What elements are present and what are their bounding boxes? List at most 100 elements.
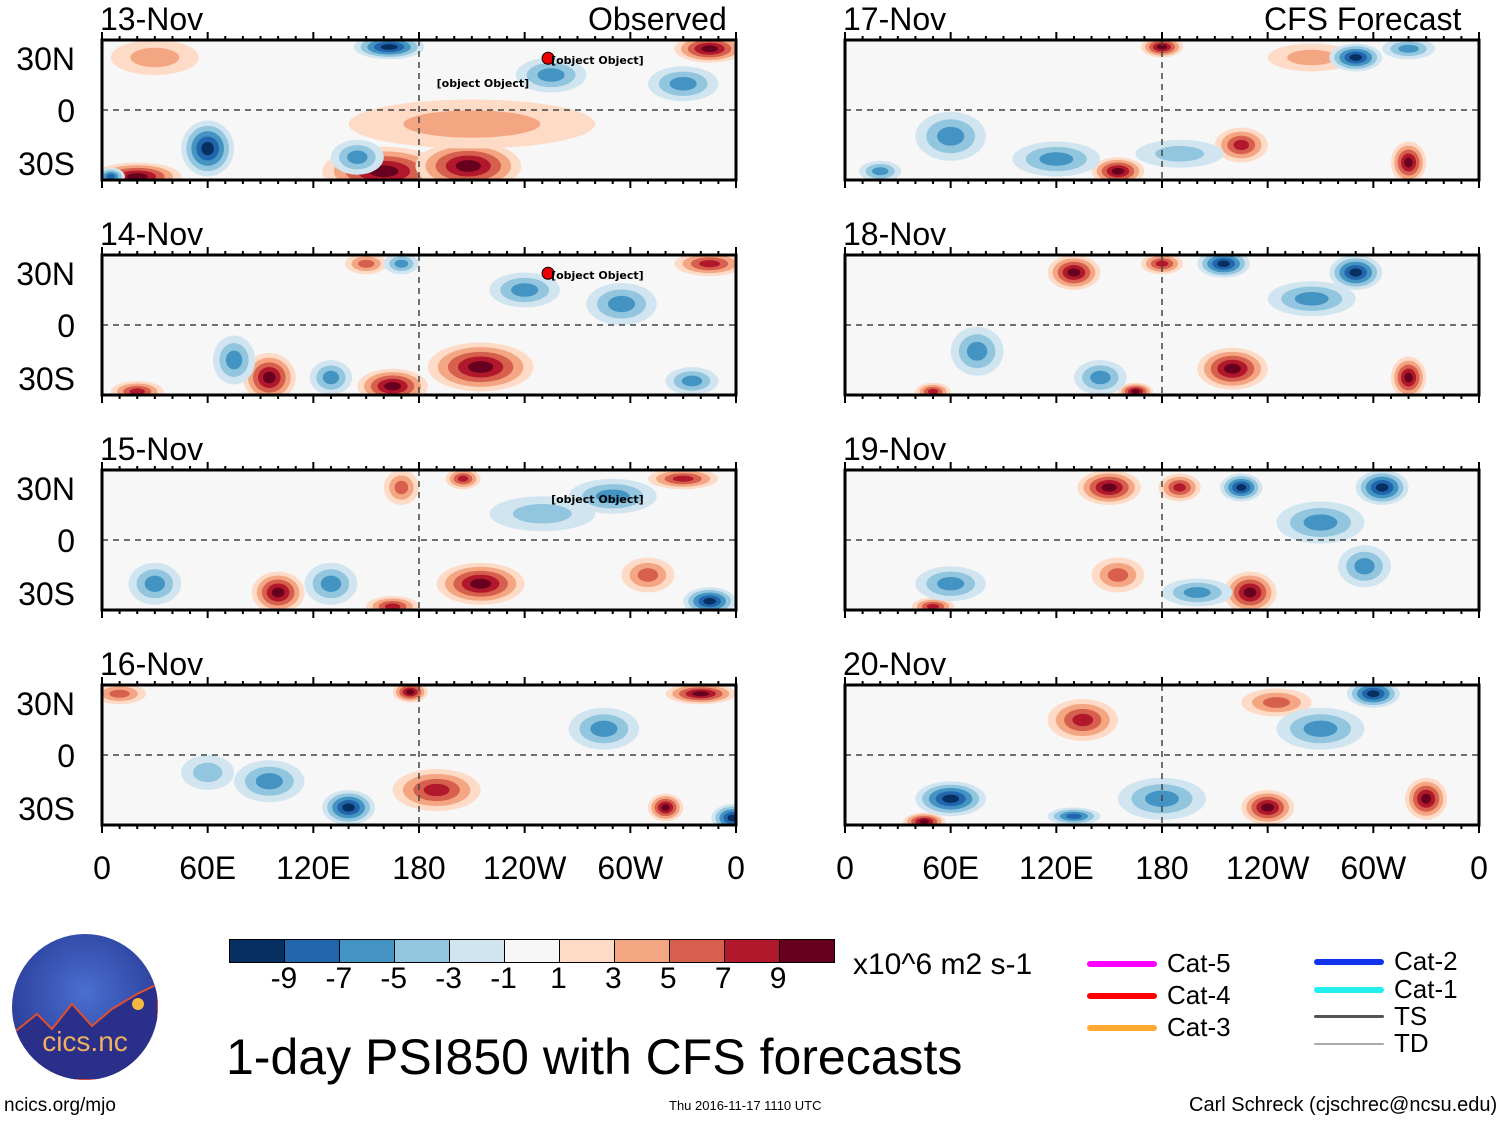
psi-contour-negative--9 <box>727 814 736 822</box>
psi-contour-negative--7 <box>607 295 636 313</box>
legend-item-cat-2: Cat-2 <box>1314 946 1458 977</box>
psi-contour-positive-5 <box>394 480 409 495</box>
x-tick-label: 0 <box>93 850 111 886</box>
colorbar-swatch <box>780 940 834 962</box>
colorbar-label: -1 <box>490 962 517 995</box>
map-panel-18-Nov <box>843 247 1481 403</box>
psi-contour-negative--5 <box>1155 145 1205 162</box>
psi-contour-negative--7 <box>1183 587 1211 598</box>
map-panel-15-Nov <box>100 462 738 618</box>
psi-contour-negative--7 <box>669 77 697 91</box>
colorbar-swatch <box>285 940 340 962</box>
colorbar-label: -3 <box>435 962 462 995</box>
psi-contour-positive-7 <box>1072 713 1094 727</box>
legend-line-icon <box>1314 1042 1384 1045</box>
footer-timestamp: Thu 2016-11-17 1110 UTC <box>669 1098 822 1113</box>
psi-contour-negative--7 <box>595 489 630 503</box>
psi-contour-positive-5 <box>1107 568 1129 582</box>
y-tick-label: 0 <box>57 738 75 774</box>
colorbar-swatch <box>670 940 725 962</box>
colorbar-swatch <box>560 940 615 962</box>
x-tick-label: 60W <box>1340 850 1407 886</box>
psi-contour-negative--9 <box>1375 483 1389 492</box>
colorbar-label: 7 <box>714 962 732 995</box>
psi-contour-negative--7 <box>1354 558 1375 575</box>
colorbar-label: 5 <box>659 962 677 995</box>
psi-contour-positive-9 <box>455 160 481 172</box>
psi-contour-negative--9 <box>1367 690 1380 698</box>
colorbar-label: -7 <box>325 962 353 995</box>
psi-contour-positive-9 <box>406 689 415 695</box>
psi-contour-negative--7 <box>937 577 965 591</box>
legend-label: Cat-3 <box>1167 1012 1231 1042</box>
psi-contour-negative--9 <box>1217 260 1230 268</box>
psi-contour-negative--7 <box>320 575 342 592</box>
psi-contour-positive-5 <box>1262 697 1291 708</box>
psi-contour-negative--7 <box>590 720 618 737</box>
x-tick-label: 60E <box>179 850 237 886</box>
storm-label: [object Object] <box>551 54 644 68</box>
psi-contour-negative--7 <box>1398 44 1419 53</box>
colorbar-label: 9 <box>769 962 787 995</box>
psi-contour-negative--5 <box>192 762 223 783</box>
colorbar-swatch <box>505 940 560 962</box>
psi-contour-positive-5 <box>109 689 130 698</box>
x-tick-label: 0 <box>727 850 745 886</box>
psi-contour-negative--7 <box>1303 720 1338 737</box>
colorbar-swatch <box>395 940 450 962</box>
colorbar-swatch <box>340 940 395 962</box>
legend-label: Cat-5 <box>1167 948 1231 978</box>
psi-contour-positive-9 <box>263 371 276 384</box>
psi-contour-positive-5 <box>637 568 659 582</box>
footer-url[interactable]: ncics.org/mjo <box>4 1095 116 1116</box>
colorbar-swatch <box>230 940 285 962</box>
legend-line-icon <box>1087 1024 1157 1031</box>
x-tick-label: 0 <box>836 850 854 886</box>
x-tick-label: 180 <box>1135 850 1189 886</box>
map-panel-19-Nov <box>843 462 1481 618</box>
psi-contour-positive-7 <box>699 260 720 268</box>
legend-line-icon <box>1087 992 1157 999</box>
psi-contour-positive-9 <box>468 361 494 373</box>
logo-text: cics.nc <box>42 1026 128 1057</box>
psi-contour-positive-7 <box>926 603 940 610</box>
psi-contour-positive-7 <box>1173 483 1186 492</box>
psi-contour-positive-3 <box>130 47 180 68</box>
psi-contour-positive-9 <box>1131 389 1140 394</box>
observed-header: Observed <box>588 1 727 37</box>
psi-contour-positive-7 <box>384 603 401 610</box>
psi-contour-negative--7 <box>1039 152 1074 166</box>
psi-contour-negative--7 <box>537 68 565 82</box>
psi-contour-positive-5 <box>358 259 375 268</box>
map-panel-14-Nov <box>100 247 738 403</box>
figure-title: 1-day PSI850 with CFS forecasts <box>226 1029 963 1085</box>
psi-contour-positive-9 <box>1101 483 1117 492</box>
psi-contour-positive-7 <box>457 475 469 482</box>
psi-contour-positive-9 <box>1156 44 1168 50</box>
x-tick-label: 180 <box>392 850 446 886</box>
colorbar-label: -5 <box>380 962 408 995</box>
legend-label: Cat-1 <box>1394 974 1458 1004</box>
psi-contour-positive-9 <box>126 173 148 180</box>
legend-line-icon <box>1087 960 1157 967</box>
psi-contour-negative--7 <box>1294 292 1329 306</box>
psi-contour-negative--7 <box>681 375 703 387</box>
psi-contour-negative--9 <box>342 803 355 812</box>
psi-contour-negative--9 <box>1236 484 1247 491</box>
legend-item-cat-4: Cat-4 <box>1087 980 1231 1011</box>
panel-date: 19-Nov <box>843 431 947 467</box>
psi-contour-negative--9 <box>106 173 115 180</box>
psi-contour-negative--9 <box>380 44 398 50</box>
panel-date: 15-Nov <box>100 431 204 467</box>
psi-contour-positive-9 <box>1261 803 1274 812</box>
psi-contour-negative--7 <box>255 773 283 790</box>
panel-date: 20-Nov <box>843 646 947 682</box>
psi-contour-positive-9 <box>271 587 285 598</box>
psi-contour-negative--7 <box>322 370 340 385</box>
colorbar-swatch <box>725 940 780 962</box>
y-tick-label: 30S <box>18 145 75 182</box>
psi-contour-positive-9 <box>1404 372 1413 383</box>
psi-contour-negative--9 <box>1349 268 1363 277</box>
storm-label: [object Object] <box>551 269 644 283</box>
psi-contour-negative--7 <box>225 350 243 370</box>
